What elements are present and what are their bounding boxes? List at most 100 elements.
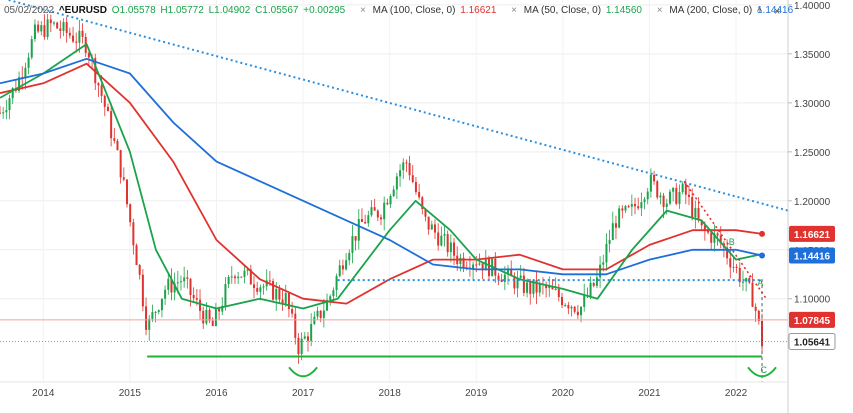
candle-body bbox=[573, 306, 576, 312]
y-tick-label: 1.35000 bbox=[794, 50, 831, 61]
legend-ma50-value: 1.14560 bbox=[605, 5, 642, 16]
candle-body bbox=[437, 232, 440, 246]
candle-body bbox=[745, 278, 748, 282]
candle-body bbox=[230, 276, 233, 278]
price-tag-box bbox=[789, 225, 835, 242]
candle-body bbox=[237, 276, 240, 279]
candle-body bbox=[472, 264, 475, 270]
candle-body bbox=[246, 269, 249, 271]
collapse-chevron-icon[interactable]: ^ bbox=[757, 6, 763, 18]
legend-change: +0.00295 bbox=[303, 5, 346, 16]
candle-body bbox=[176, 282, 179, 284]
candle-body bbox=[72, 35, 75, 42]
candle-body bbox=[40, 25, 43, 32]
candle-body bbox=[157, 310, 160, 312]
candle-body bbox=[338, 265, 341, 277]
candle-body bbox=[507, 268, 510, 275]
candle-body bbox=[614, 223, 617, 228]
wave-label-b: B bbox=[729, 237, 735, 247]
candle-body bbox=[583, 295, 586, 307]
candle-body bbox=[310, 324, 313, 341]
candle-body bbox=[37, 24, 40, 32]
candle-body bbox=[519, 275, 522, 278]
candle-body bbox=[49, 19, 52, 24]
candle-body bbox=[678, 192, 681, 204]
legend-ma200-value: 1.14416 bbox=[757, 5, 794, 16]
candle-body bbox=[694, 208, 697, 218]
y-axis: 1.400001.350001.300001.250001.200001.150… bbox=[787, 0, 831, 413]
candle-body bbox=[240, 276, 243, 278]
candle-body bbox=[354, 236, 357, 241]
legend-date: 05/02/2022 bbox=[4, 5, 55, 16]
candle-body bbox=[643, 199, 646, 203]
candle-body bbox=[576, 311, 579, 316]
candle-body bbox=[199, 299, 202, 311]
ma-line-1 bbox=[0, 43, 763, 310]
candle-body bbox=[605, 243, 608, 263]
candle-body bbox=[78, 30, 81, 43]
candle-body bbox=[164, 289, 167, 299]
candle-body bbox=[97, 83, 100, 86]
candle-body bbox=[33, 24, 36, 40]
candle-body bbox=[513, 276, 516, 289]
candle-body bbox=[529, 282, 532, 294]
remove-ma100-icon[interactable]: × bbox=[360, 5, 366, 16]
candle-body bbox=[65, 22, 68, 33]
candle-body bbox=[43, 25, 46, 37]
candle-body bbox=[656, 181, 659, 198]
candle-body bbox=[256, 288, 259, 292]
candle-body bbox=[411, 175, 414, 182]
candle-body bbox=[592, 282, 595, 286]
candle-body bbox=[538, 283, 541, 293]
x-tick-label: 2016 bbox=[205, 388, 228, 399]
candle-body bbox=[81, 30, 84, 37]
candle-body bbox=[602, 262, 605, 265]
legend-ma100-label: MA (100, Close, 0) bbox=[372, 5, 456, 16]
candle-body bbox=[341, 265, 344, 270]
candle-body bbox=[430, 224, 433, 230]
candle-body bbox=[170, 278, 173, 293]
candle-body bbox=[707, 230, 710, 233]
candle-body bbox=[611, 223, 614, 241]
remove-ma50-icon[interactable]: × bbox=[511, 5, 518, 16]
candle-body bbox=[249, 269, 252, 285]
candle-body bbox=[402, 162, 405, 171]
x-tick-label: 2019 bbox=[465, 388, 488, 399]
candle-body bbox=[268, 280, 271, 282]
candle-body bbox=[735, 266, 738, 268]
candle-body bbox=[275, 288, 278, 300]
ma100-end-dot bbox=[759, 230, 766, 237]
candle-body bbox=[351, 236, 354, 253]
candle-body bbox=[24, 67, 27, 79]
candle-body bbox=[122, 177, 125, 180]
candle-body bbox=[233, 276, 236, 279]
candle-body bbox=[405, 162, 408, 164]
candle-body bbox=[300, 338, 303, 354]
x-tick-label: 2017 bbox=[292, 388, 315, 399]
candle-body bbox=[326, 299, 329, 311]
candle-body bbox=[0, 112, 1, 114]
candle-body bbox=[195, 298, 198, 300]
candle-body bbox=[335, 276, 338, 291]
candle-body bbox=[287, 293, 290, 310]
candle-body bbox=[627, 206, 630, 208]
candle-body bbox=[116, 140, 119, 151]
candle-body bbox=[208, 309, 211, 321]
candle-body bbox=[703, 225, 706, 231]
legend-ma50-label: MA (50, Close, 0) bbox=[523, 5, 602, 16]
candle-body bbox=[154, 311, 157, 313]
candle-body bbox=[726, 247, 729, 259]
candles bbox=[0, 13, 764, 364]
candle-body bbox=[599, 264, 602, 278]
candle-body bbox=[618, 208, 621, 228]
price-tag-box bbox=[789, 247, 835, 264]
legend-ma200-label: MA (200, Close, 0) bbox=[669, 5, 753, 16]
close-icon[interactable]: × bbox=[774, 6, 781, 18]
candle-body bbox=[662, 195, 665, 207]
candle-body bbox=[634, 203, 637, 207]
remove-ma200-icon[interactable]: × bbox=[656, 5, 663, 16]
price-tag-box bbox=[788, 332, 836, 350]
candle-body bbox=[570, 306, 573, 309]
candle-body bbox=[218, 308, 221, 312]
candle-body bbox=[56, 22, 59, 29]
